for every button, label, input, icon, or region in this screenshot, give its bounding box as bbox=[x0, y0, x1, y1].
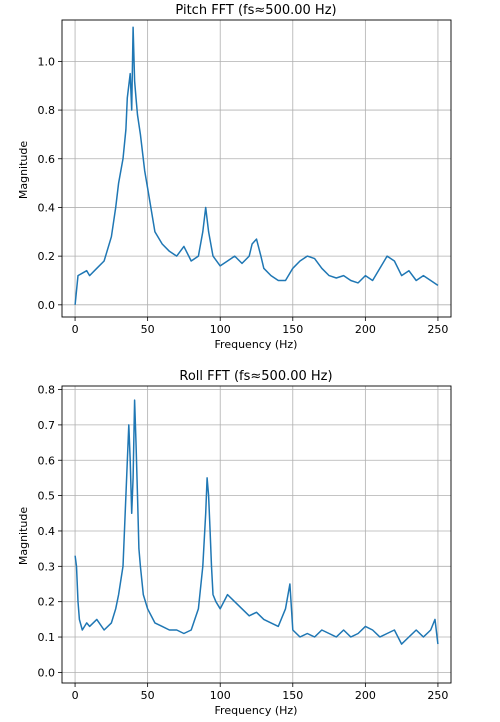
roll-y-tick-label: 0.6 bbox=[38, 454, 56, 467]
roll-y-tick-label: 0.2 bbox=[38, 596, 56, 609]
roll-y-tick-label: 0.1 bbox=[38, 631, 56, 644]
pitch-x-tick-label: 250 bbox=[427, 323, 448, 336]
pitch-series-layer bbox=[74, 26, 439, 305]
roll-x-tick-label: 200 bbox=[355, 689, 376, 702]
pitch-chart-title: Pitch FFT (fs≈500.00 Hz) bbox=[175, 3, 336, 18]
pitch-fft-series-line bbox=[74, 26, 439, 305]
roll-x-tick-label: 50 bbox=[141, 689, 155, 702]
pitch-ticks: 0 50 100 150 200 250 0.0 0.2 0.4 0.6 0.8 1.0 bbox=[38, 55, 449, 336]
roll-y-axis-label: Magnitude bbox=[17, 507, 30, 566]
roll-y-tick-label: 0.8 bbox=[38, 384, 56, 397]
pitch-y-tick-label: 1.0 bbox=[38, 55, 56, 68]
pitch-y-tick-label: 0.8 bbox=[38, 104, 56, 117]
roll-chart-title: Roll FFT (fs≈500.00 Hz) bbox=[179, 369, 332, 384]
pitch-y-tick-label: 0.0 bbox=[38, 299, 56, 312]
roll-ticks: 0 50 100 150 200 250 0.0 0.1 0.2 0.3 0.4 0.5 0.6 0.7 0… bbox=[38, 384, 449, 702]
pitch-y-tick-label: 0.2 bbox=[38, 250, 56, 263]
roll-series-layer bbox=[74, 399, 439, 645]
pitch-x-tick-label: 50 bbox=[141, 323, 155, 336]
pitch-y-tick-label: 0.4 bbox=[38, 201, 56, 214]
roll-x-tick-label: 250 bbox=[427, 689, 448, 702]
pitch-x-tick-label: 0 bbox=[72, 323, 79, 336]
roll-plot-frame bbox=[61, 385, 452, 684]
roll-fft-panel: Roll FFT (fs≈500.00 Hz) Frequency (Hz) M… bbox=[17, 369, 452, 717]
roll-y-tick-label: 0.4 bbox=[38, 525, 56, 538]
pitch-y-axis-label: Magnitude bbox=[17, 141, 30, 200]
pitch-x-tick-label: 150 bbox=[282, 323, 303, 336]
roll-x-axis-label: Frequency (Hz) bbox=[215, 704, 298, 717]
roll-fft-series-line bbox=[74, 399, 439, 645]
roll-y-tick-label: 0.0 bbox=[38, 666, 56, 679]
roll-x-tick-label: 150 bbox=[282, 689, 303, 702]
pitch-x-axis-label: Frequency (Hz) bbox=[215, 338, 298, 351]
pitch-x-tick-label: 100 bbox=[210, 323, 231, 336]
roll-x-tick-label: 100 bbox=[210, 689, 231, 702]
roll-y-tick-label: 0.7 bbox=[38, 419, 56, 432]
roll-y-tick-label: 0.3 bbox=[38, 560, 56, 573]
pitch-fft-panel: Pitch FFT (fs≈500.00 Hz) Frequency (Hz) … bbox=[17, 3, 452, 351]
pitch-x-tick-label: 200 bbox=[355, 323, 376, 336]
roll-y-tick-label: 0.5 bbox=[38, 490, 56, 503]
pitch-plot-frame bbox=[61, 19, 452, 318]
pitch-y-tick-label: 0.6 bbox=[38, 153, 56, 166]
roll-x-tick-label: 0 bbox=[72, 689, 79, 702]
